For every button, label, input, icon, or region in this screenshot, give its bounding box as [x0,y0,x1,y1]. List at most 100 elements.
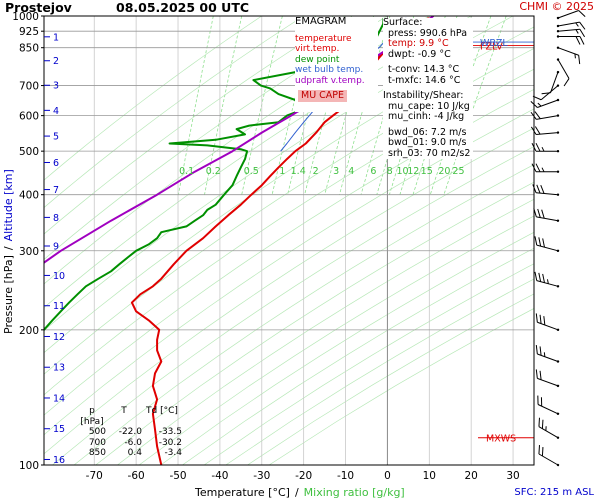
wind-barb-feather [537,395,539,405]
col-header-p: p [hPa] [80,406,104,427]
wind-barb-feather [579,21,586,30]
legend-item: virt.temp. [295,44,340,54]
wind-barb-staff [536,244,559,252]
cell-t: -6.0 [124,437,142,448]
legend-title: EMAGRAM [295,16,347,27]
wind-barb-dot [556,58,560,61]
mixing-ratio-line [443,16,507,195]
wind-barb-half [575,29,579,34]
wind-barb-dot [556,84,560,87]
wind-barb-dot [556,131,560,134]
wind-barb-staff [557,59,570,79]
copyright: CHMI © 2025 [519,0,594,13]
altitude-km-label: 8 [53,213,59,224]
x-tick-label: 0 [384,470,391,482]
legend-item: udpraft v.temp. [295,75,365,86]
wind-barb [556,46,581,65]
mixing-ratio-label: 1.4 [291,166,306,177]
wind-barb-feather [578,55,581,65]
wind-barb-dot [556,249,560,253]
wind-barb [535,345,560,363]
wind-barb [556,10,586,20]
cell-t: 0.4 [127,448,142,458]
wind-barb [541,70,560,95]
cell-p: 500 [88,427,106,437]
stats-panel: Surface: press: 990.6 hPa temp: 9.9 °C d… [383,17,473,159]
altitude-km-label: 3 [53,81,59,92]
wind-barb-feather [531,163,537,172]
mixing-ratio-label: 4 [348,166,354,177]
wind-barb [534,271,560,288]
wind-barb-feather [538,445,540,455]
col-header-t: T [121,406,127,416]
wind-barb [531,142,560,153]
altitude-km-label: 5 [53,132,59,143]
station-name: Prostejov [5,0,72,15]
wind-barb-feather [543,316,546,326]
y-axis-title-altitude: Altitude [km] [2,169,15,241]
altitude-km-label: 6 [53,158,59,169]
y-tick-label: 100 [19,460,39,472]
surface-temp: temp: 9.9 °C [388,38,449,49]
level-label: MXWS [486,434,516,445]
cell-td: -33.5 [158,427,182,437]
t-mxfc: t-mxfc: 14.6 °C [388,74,461,86]
wind-barb-feather [535,313,538,323]
x-tick-label: -10 [337,470,354,482]
altitude-km-label: 11 [53,301,65,312]
wind-barb [535,313,560,331]
wind-barb-staff [540,85,559,101]
wind-barb-dot [556,463,560,467]
mu-cape-badge: MU CAPE [298,90,348,102]
mixing-ratio-label: 0.2 [206,166,221,177]
wind-barb-dot [556,70,560,74]
wind-barb-feather [541,447,544,457]
x-tick-label: -60 [128,470,145,482]
wind-barb-dot [556,114,560,117]
cell-td: -3.4 [164,448,182,458]
altitude-km-label: 10 [53,271,65,282]
mixing-ratio-label: 20 [438,166,450,177]
dry-adiabat [95,181,534,465]
y-tick-label: 850 [19,43,39,55]
wind-barb [556,21,586,30]
wind-barb-feather [534,111,541,120]
x-tick-label: 10 [423,470,436,482]
wind-barb-feather [563,78,570,87]
wind-barb-staff [537,404,559,415]
wind-barb-half [543,352,546,357]
dry-adiabat [138,215,534,465]
wind-barb-feather [535,369,538,379]
wind-barb [538,417,560,439]
wind-barb-feather [535,163,541,172]
wind-barb-feather [539,346,542,356]
altitude-km-label: 1 [53,32,59,43]
wind-barb [532,184,560,196]
dry-adiabat [73,164,534,465]
dry-adiabat [117,198,534,465]
mixing-ratio-label: 15 [421,166,433,177]
wind-barb [530,126,560,136]
wind-barb-half [541,146,545,152]
dry-adiabat [160,231,534,465]
wind-barb-feather [575,36,581,45]
mixing-ratio-label: 1 [279,166,285,177]
wind-barb [556,28,586,38]
wind-barb-feather [531,142,537,152]
mixing-ratio-label: 8 [387,166,393,177]
wind-barb-feather [579,29,586,38]
copyright-prefix: CHMI [519,0,548,13]
x-tick-label: -70 [86,470,103,482]
wind-barb-feather [540,184,545,194]
y-axis-title-sep: / [2,246,15,250]
y-tick-label: 1000 [12,11,39,23]
mixing-ratio-label: 6 [370,166,376,177]
wind-barb-feather [534,126,541,135]
x-axis-title: Temperature [°C] / Mixing ratio [g/kg] [194,486,405,499]
y-tick-label: 700 [19,81,39,93]
wind-barb-half [574,53,576,59]
dry-adiabat [44,108,534,436]
wind-barb-dot [556,436,560,439]
dry-adiabat [52,146,534,465]
dry-adiabat [182,247,534,465]
